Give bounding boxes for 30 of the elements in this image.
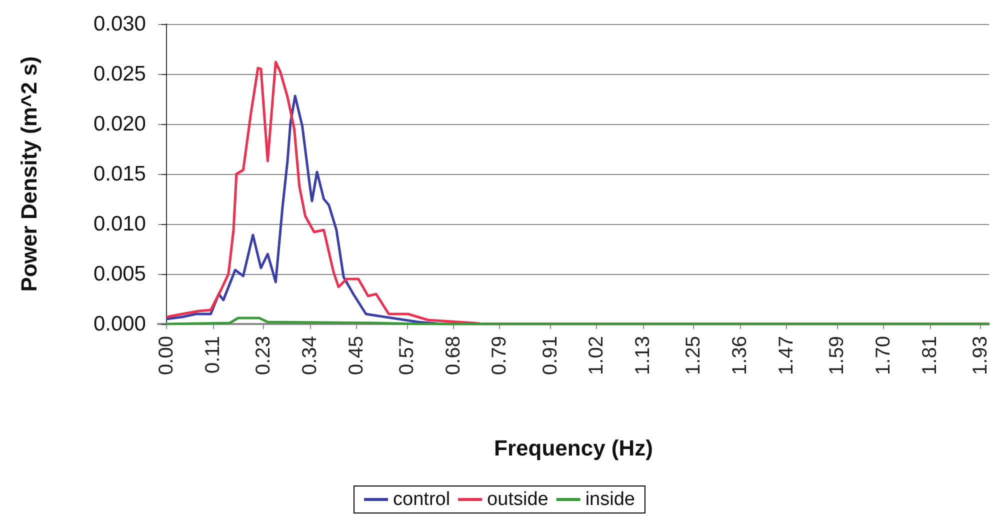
x-tick-label: 1.25 <box>682 336 705 375</box>
x-tick-label: 0.11 <box>202 336 224 374</box>
y-axis-title: Power Density (m^2 s) <box>16 56 42 292</box>
x-tick-label: 1.93 <box>970 336 992 375</box>
y-tick-label: 0.005 <box>93 262 146 286</box>
y-tick-label: 0.000 <box>93 312 146 336</box>
y-tick-label: 0.025 <box>93 62 146 86</box>
x-tick-label: 1.47 <box>776 336 798 375</box>
x-tick-label: 0.91 <box>539 336 562 375</box>
x-tick-label: 0.45 <box>345 336 368 375</box>
x-axis-title: Frequency (Hz) <box>494 436 653 460</box>
y-tick-label: 0.010 <box>93 212 146 236</box>
x-tick-label: 0.34 <box>298 336 321 375</box>
y-tick-label: 0.030 <box>93 12 146 36</box>
y-tick-label: 0.020 <box>93 112 146 136</box>
legend-label: inside <box>585 489 635 510</box>
legend-label: control <box>393 489 450 510</box>
x-tick-label: 0.79 <box>488 336 511 375</box>
x-tick-label: 0.68 <box>442 336 464 375</box>
x-tick-label: 1.59 <box>826 336 848 375</box>
x-tick-label: 1.70 <box>872 336 895 375</box>
x-tick-label: 1.36 <box>729 336 752 375</box>
x-tick-label: 0.23 <box>252 336 274 375</box>
legend-label: outside <box>487 489 548 510</box>
x-tick-label: 1.81 <box>918 336 941 375</box>
x-tick-label: 0.57 <box>396 336 418 375</box>
x-tick-label: 1.13 <box>632 336 654 375</box>
x-tick-label: 0.00 <box>155 336 178 375</box>
y-tick-label: 0.015 <box>93 162 146 186</box>
x-tick-label: 1.02 <box>586 336 608 375</box>
